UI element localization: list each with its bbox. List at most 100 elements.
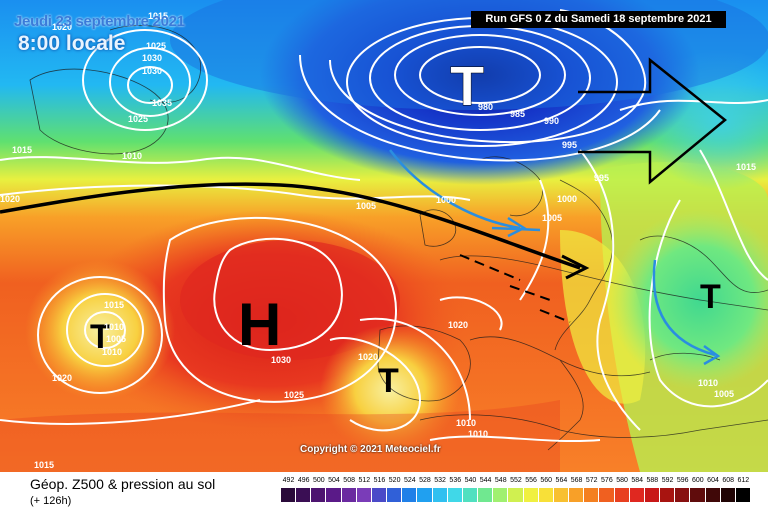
forecast-date: Jeudi 23 septembre 2021 — [14, 13, 185, 30]
scale-swatch — [614, 488, 630, 502]
scale-swatch — [720, 488, 736, 502]
scale-tick-label: 492 — [282, 477, 295, 484]
scale-tick-label: 512 — [358, 477, 371, 484]
isobar-label: 1010 — [122, 151, 142, 161]
coastlines — [29, 25, 768, 451]
isobar-label: 1030 — [142, 66, 162, 76]
isobar-label: 1010 — [456, 418, 476, 428]
forecast-local-time: 8:00 locale — [18, 32, 126, 55]
isobar-label: 1020 — [52, 22, 72, 32]
isobar-label: 1015 — [736, 162, 756, 172]
isobar-label: 1005 — [106, 334, 126, 344]
isobar-label: 1005 — [714, 389, 734, 399]
scale-tick-label: 588 — [646, 477, 659, 484]
scale-swatch — [538, 488, 554, 502]
scale-swatch — [356, 488, 372, 502]
scale-tick-label: 604 — [707, 477, 719, 484]
scale-tick-label: 584 — [631, 477, 644, 484]
map-footer: Géop. Z500 & pression au sol (+ 126h) 49… — [0, 472, 768, 512]
scale-tick-label: 504 — [328, 477, 340, 484]
scale-tick-label: 576 — [601, 477, 613, 484]
scale-swatch — [296, 488, 312, 502]
scale-swatch — [660, 488, 676, 502]
isobar-label: 1005 — [356, 201, 376, 211]
scale-swatch — [644, 488, 661, 502]
scale-tick-label: 524 — [403, 477, 416, 484]
scale-swatch — [690, 488, 706, 502]
isobar-label: 1000 — [557, 194, 577, 204]
isobar-label: 1010 — [104, 322, 124, 332]
scale-tick-label: 564 — [555, 477, 568, 484]
scale-swatch — [281, 488, 297, 502]
isobar-label: 1020 — [448, 320, 468, 330]
isobar-label: 1015 — [34, 460, 54, 470]
isobar-label: 990 — [544, 116, 559, 126]
isobar-label: 1025 — [284, 390, 304, 400]
scale-swatch — [462, 488, 479, 502]
scale-tick-label: 544 — [479, 477, 492, 484]
low-pressure-symbol: T — [378, 362, 399, 400]
scale-tick-label: 532 — [434, 477, 446, 484]
isobar-label: 1005 — [542, 213, 562, 223]
scale-swatch — [629, 488, 645, 502]
scale-swatch — [402, 488, 418, 502]
isobar-label: 1015 — [12, 145, 32, 155]
copyright-notice: Copyright © 2021 Meteociel.fr — [300, 444, 441, 455]
scale-swatch — [675, 488, 691, 502]
scale-swatch — [417, 488, 433, 502]
scale-tick-label: 528 — [419, 477, 431, 484]
scale-tick-label: 496 — [297, 477, 310, 484]
high-pressure-symbol: H — [238, 291, 281, 358]
scale-tick-label: 516 — [373, 477, 386, 484]
isobars — [0, 9, 768, 443]
isobar-label: 995 — [594, 173, 609, 183]
scale-swatch — [432, 488, 448, 502]
isobar-label: 1020 — [0, 194, 20, 204]
flow-arrow — [578, 57, 727, 185]
map-title: Géop. Z500 & pression au sol — [30, 476, 216, 492]
scale-swatch — [599, 488, 615, 502]
scale-swatch — [735, 488, 751, 502]
scale-swatch — [553, 488, 570, 502]
scale-swatch — [523, 488, 539, 502]
scale-swatch — [508, 488, 524, 502]
scale-swatch — [447, 488, 463, 502]
scale-tick-label: 572 — [585, 477, 598, 484]
scale-swatch — [341, 488, 357, 502]
jet-stream-arrow — [0, 182, 590, 323]
cold-flow-arrows — [389, 149, 721, 366]
scale-swatch — [584, 488, 600, 502]
isobar-label: 1010 — [698, 378, 718, 388]
isobar-label: 1020 — [358, 352, 378, 362]
scale-swatch — [387, 488, 403, 502]
scale-tick-label: 556 — [525, 477, 537, 484]
geopotential-field: T H T T T 1015 1025 1030 1035 1025 1030 … — [0, 0, 768, 472]
low-pressure-symbol: T — [450, 54, 484, 117]
isobar-labels: 1015 1025 1030 1035 1025 1030 1020 1015 … — [0, 11, 756, 470]
model-run-info: Run GFS 0 Z du Samedi 18 septembre 2021 — [471, 11, 726, 28]
scale-tick-label: 500 — [312, 477, 325, 484]
scale-tick-label: 612 — [737, 477, 750, 484]
scale-tick-label: 596 — [676, 477, 689, 484]
isobar-label: 1025 — [128, 114, 148, 124]
scale-tick-label: 548 — [494, 477, 507, 484]
scale-swatch — [705, 488, 721, 502]
scale-tick-label: 608 — [722, 477, 735, 484]
scale-swatch — [569, 488, 585, 502]
isobar-label: 985 — [510, 109, 525, 119]
scale-tick-label: 552 — [510, 477, 522, 484]
scale-swatch — [326, 488, 342, 502]
scale-tick-label: 568 — [570, 477, 583, 484]
isobar-label: 1010 — [468, 429, 488, 439]
isobar-label: 1010 — [102, 347, 122, 357]
isobar-label: 1030 — [271, 355, 291, 365]
scale-tick-label: 520 — [388, 477, 401, 484]
scale-swatch — [371, 488, 388, 502]
scale-tick-label: 508 — [343, 477, 355, 484]
scale-swatch — [311, 488, 327, 502]
scale-tick-label: 540 — [464, 477, 477, 484]
scale-tick-label: 580 — [616, 477, 628, 484]
scale-tick-label: 592 — [661, 477, 674, 484]
isobar-label: 995 — [562, 140, 577, 150]
isobar-label: 1030 — [142, 53, 162, 63]
